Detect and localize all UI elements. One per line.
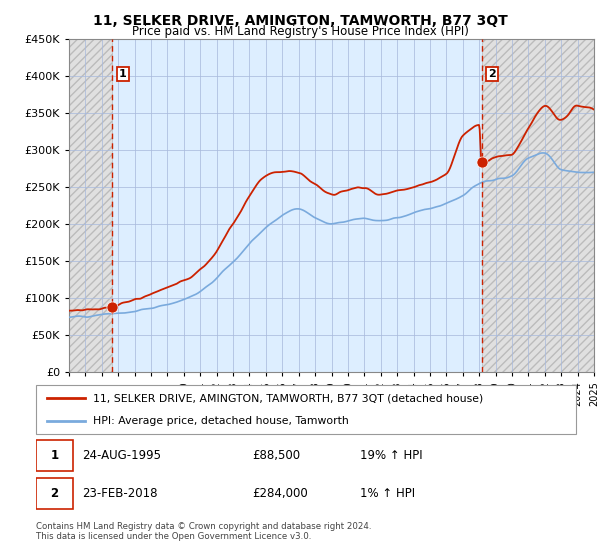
FancyBboxPatch shape <box>36 385 576 434</box>
Text: 19% ↑ HPI: 19% ↑ HPI <box>360 449 422 462</box>
Text: 2: 2 <box>50 487 58 500</box>
Bar <box>69 39 112 372</box>
Text: HPI: Average price, detached house, Tamworth: HPI: Average price, detached house, Tamw… <box>92 416 349 426</box>
Text: 23-FEB-2018: 23-FEB-2018 <box>82 487 157 500</box>
Text: 1: 1 <box>119 69 127 79</box>
Text: £88,500: £88,500 <box>252 449 300 462</box>
FancyBboxPatch shape <box>36 478 73 509</box>
Text: Price paid vs. HM Land Registry's House Price Index (HPI): Price paid vs. HM Land Registry's House … <box>131 25 469 38</box>
Text: 1% ↑ HPI: 1% ↑ HPI <box>360 487 415 500</box>
Text: £284,000: £284,000 <box>252 487 308 500</box>
FancyBboxPatch shape <box>36 440 73 471</box>
Text: 11, SELKER DRIVE, AMINGTON, TAMWORTH, B77 3QT: 11, SELKER DRIVE, AMINGTON, TAMWORTH, B7… <box>92 14 508 28</box>
Text: 2: 2 <box>488 69 496 79</box>
Text: Contains HM Land Registry data © Crown copyright and database right 2024.
This d: Contains HM Land Registry data © Crown c… <box>36 522 371 542</box>
Text: 11, SELKER DRIVE, AMINGTON, TAMWORTH, B77 3QT (detached house): 11, SELKER DRIVE, AMINGTON, TAMWORTH, B7… <box>92 393 483 403</box>
Bar <box>482 39 594 372</box>
Text: 1: 1 <box>50 449 58 462</box>
Text: 24-AUG-1995: 24-AUG-1995 <box>82 449 161 462</box>
